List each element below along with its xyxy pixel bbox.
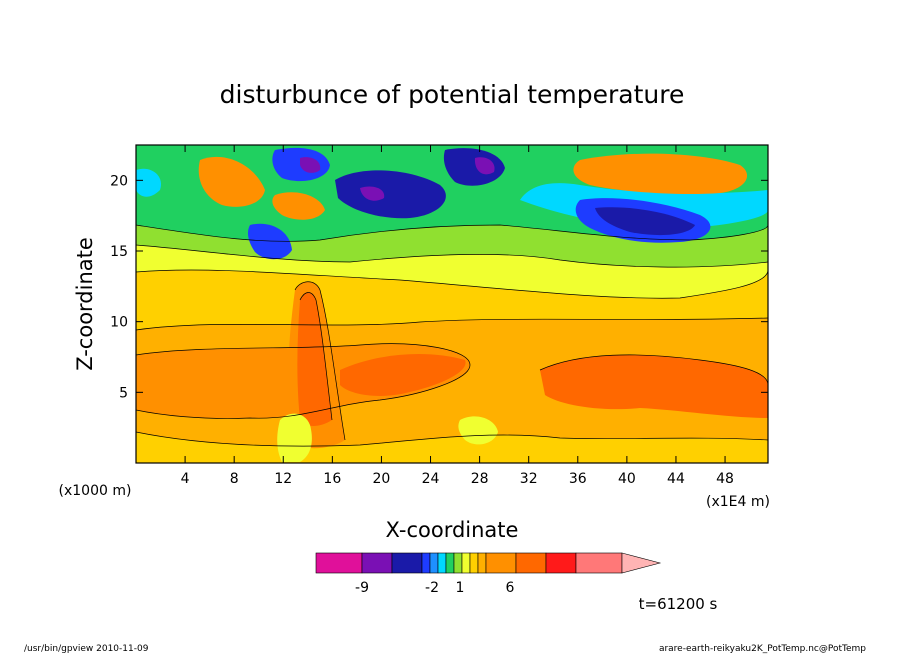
contour-lines — [136, 224, 768, 447]
purple-core-2 — [474, 157, 495, 175]
x-tick-label: 32 — [520, 471, 538, 487]
yellow-blob-bottom — [458, 416, 498, 445]
y-tick-label: 15 — [110, 244, 128, 260]
orange-blob-left — [198, 156, 265, 207]
y-axis-ticks: 5 10 15 20 — [110, 173, 768, 401]
colorbar-tick-labels: -9 -2 1 6 — [355, 580, 515, 596]
darkblue-blob-top-right — [443, 148, 505, 186]
colorbar-swatch — [361, 552, 393, 574]
x-tick-label: 48 — [716, 471, 734, 487]
blue-blob-left — [247, 223, 292, 260]
orange-core-right — [540, 354, 768, 418]
footer-right: arare-earth-reikyaku2K_PotTemp.nc@PotTem… — [659, 644, 866, 654]
purple-core-3 — [360, 186, 385, 201]
colorbar-swatch — [461, 552, 471, 574]
x-tick-label: 20 — [373, 471, 391, 487]
colorbar-swatch — [445, 552, 455, 574]
plot-frame — [135, 144, 769, 464]
x-axis-unit: (x1E4 m) — [706, 494, 770, 510]
x-tick-label: 28 — [471, 471, 489, 487]
colorbar-swatch — [315, 552, 363, 574]
colorbar-tick-label: 1 — [456, 580, 465, 596]
purple-core-1 — [300, 157, 321, 173]
orange-blob-top-right — [573, 153, 748, 195]
orange-blob-left-2 — [272, 192, 325, 220]
colorbar-swatch — [391, 552, 423, 574]
chart-title: disturbunce of potential temperature — [220, 80, 685, 109]
x-tick-label: 44 — [667, 471, 685, 487]
colorbar-swatch — [545, 552, 577, 574]
colorbar-swatch — [485, 552, 517, 574]
x-tick-label: 4 — [181, 471, 190, 487]
orange-core-middle — [340, 354, 466, 396]
x-tick-label: 12 — [274, 471, 292, 487]
y-tick-label: 5 — [119, 385, 128, 401]
colorbar-tick-label: -9 — [355, 580, 369, 596]
y-tick-label: 10 — [110, 315, 128, 331]
x-axis-ticks: 4 8 12 16 20 24 28 32 36 40 44 48 — [181, 145, 734, 487]
colorbar-extend-arrow — [621, 552, 662, 574]
x-tick-label: 36 — [569, 471, 587, 487]
colorbar-swatch — [477, 552, 487, 574]
darkblue-blob-middle — [335, 170, 446, 219]
colorbar-tick-label: 6 — [506, 580, 515, 596]
plume-base-yellow — [277, 413, 312, 462]
darkblue-blob-right — [595, 207, 695, 236]
y-axis-label: Z-coordinate — [73, 237, 97, 371]
x-tick-label: 24 — [422, 471, 440, 487]
x-tick-label: 8 — [230, 471, 239, 487]
colorbar-swatch — [515, 552, 547, 574]
plume-core — [297, 292, 332, 426]
colorbar — [315, 552, 662, 574]
x-tick-label: 40 — [618, 471, 636, 487]
x-tick-label: 16 — [323, 471, 341, 487]
plot-area — [136, 145, 768, 463]
colorbar-swatch — [575, 552, 623, 574]
colorbar-swatch — [469, 552, 479, 574]
time-label: t=61200 s — [639, 595, 718, 613]
footer-left: /usr/bin/gpview 2010-11-09 — [24, 644, 149, 654]
y-axis-unit: (x1000 m) — [59, 483, 132, 499]
cyan-blob-left — [136, 168, 161, 197]
x-axis-label: X-coordinate — [386, 518, 519, 542]
colorbar-swatch — [429, 552, 439, 574]
colorbar-swatch — [421, 552, 431, 574]
colorbar-swatch — [453, 552, 463, 574]
colorbar-swatch — [437, 552, 447, 574]
y-tick-label: 20 — [110, 173, 128, 189]
colorbar-tick-label: -2 — [425, 580, 439, 596]
